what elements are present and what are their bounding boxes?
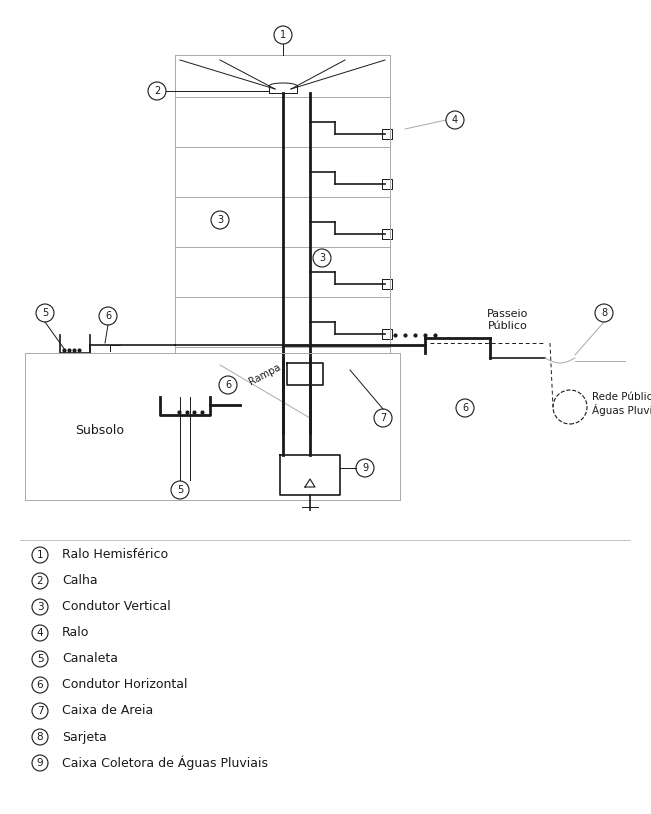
Text: 6: 6 xyxy=(225,380,231,390)
Text: 3: 3 xyxy=(217,215,223,225)
Text: Passeio
Público: Passeio Público xyxy=(488,309,529,330)
Text: Rampa: Rampa xyxy=(247,362,283,387)
Text: 3: 3 xyxy=(319,253,325,263)
Text: Condutor Horizontal: Condutor Horizontal xyxy=(62,679,187,692)
Text: Canaleta: Canaleta xyxy=(62,653,118,666)
Text: 9: 9 xyxy=(362,463,368,473)
Text: Ralo Hemisférico: Ralo Hemisférico xyxy=(62,549,168,562)
Text: Ralo: Ralo xyxy=(62,627,89,640)
Text: 9: 9 xyxy=(36,758,44,768)
Text: Sarjeta: Sarjeta xyxy=(62,730,107,743)
Text: 5: 5 xyxy=(42,308,48,318)
Text: 8: 8 xyxy=(36,732,44,742)
Text: 6: 6 xyxy=(462,403,468,413)
Text: 6: 6 xyxy=(36,680,44,690)
Text: 7: 7 xyxy=(380,413,386,423)
Text: Condutor Vertical: Condutor Vertical xyxy=(62,601,171,614)
Text: 8: 8 xyxy=(601,308,607,318)
Text: 4: 4 xyxy=(452,115,458,125)
Text: 5: 5 xyxy=(177,485,183,495)
Text: 3: 3 xyxy=(36,602,44,612)
Text: 4: 4 xyxy=(36,628,44,638)
Text: Caixa Coletora de Águas Pluviais: Caixa Coletora de Águas Pluviais xyxy=(62,755,268,770)
Text: 5: 5 xyxy=(36,654,44,664)
Text: Caixa de Areia: Caixa de Areia xyxy=(62,704,153,717)
Text: 2: 2 xyxy=(36,576,44,586)
Text: Subsolo: Subsolo xyxy=(76,423,124,436)
Text: 7: 7 xyxy=(36,706,44,716)
Text: 1: 1 xyxy=(36,550,44,560)
Text: 1: 1 xyxy=(280,30,286,40)
Text: 2: 2 xyxy=(154,86,160,96)
Text: Calha: Calha xyxy=(62,575,98,588)
Text: Rede Pública de
Águas Pluviais: Rede Pública de Águas Pluviais xyxy=(592,392,651,416)
Text: 6: 6 xyxy=(105,311,111,321)
